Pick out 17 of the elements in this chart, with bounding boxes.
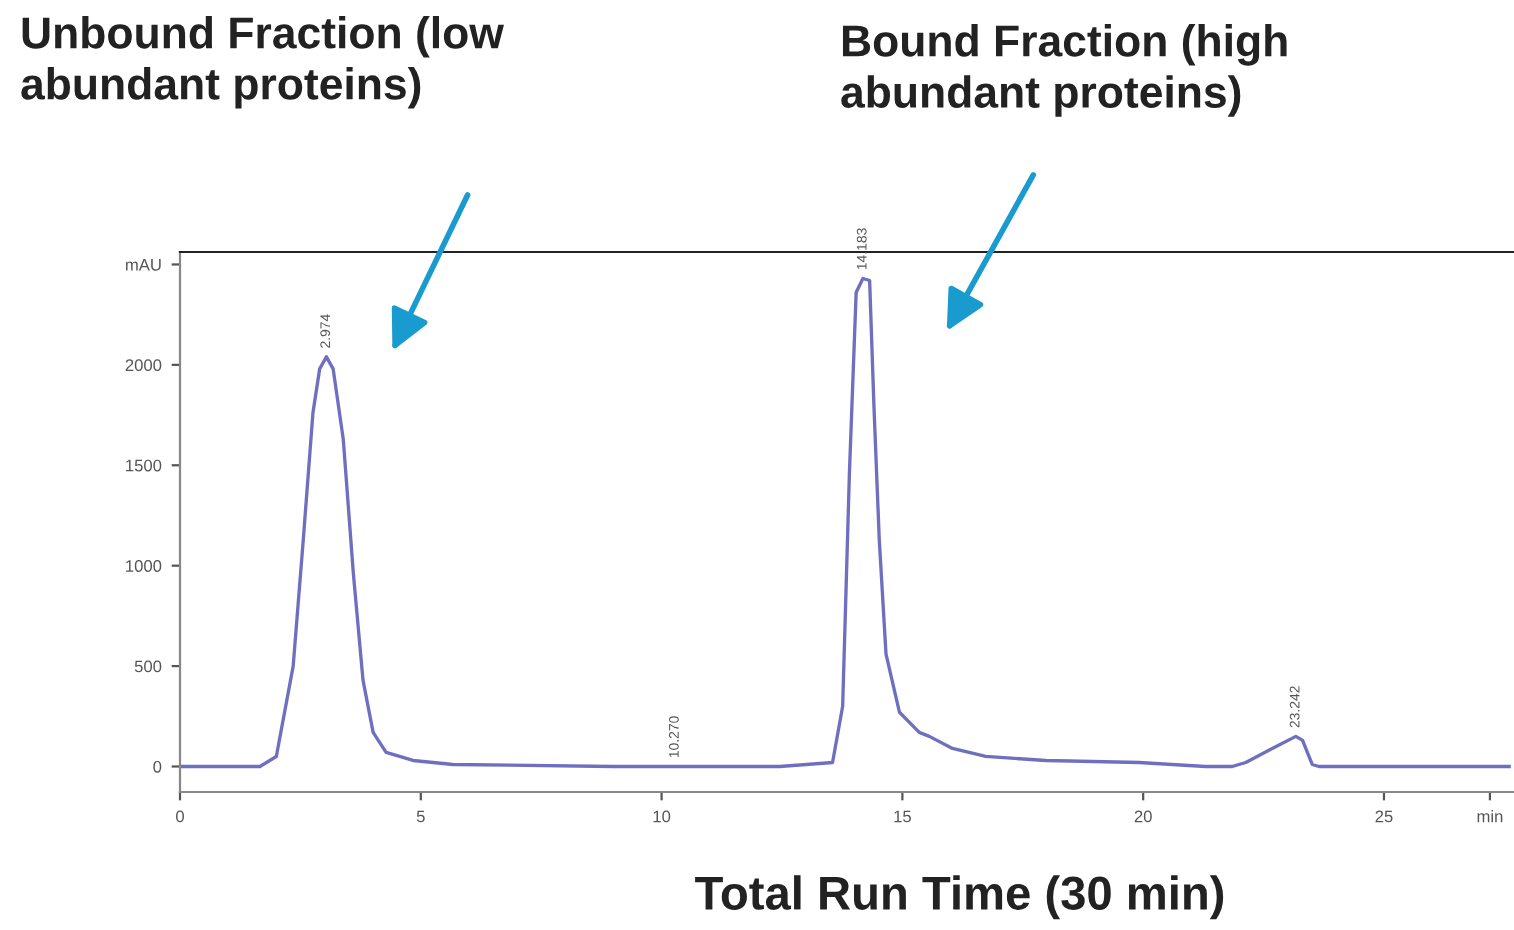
y-tick-label: 1500 <box>126 459 162 472</box>
text: Unbound Fraction (low abundant proteins) <box>21 16 504 109</box>
y-tick-label: 0 <box>153 760 162 773</box>
x-tick-label: 5 <box>416 810 425 823</box>
y-tick-label: 2000 <box>125 359 162 372</box>
x-tick-label: min <box>1477 810 1503 823</box>
x-tick-label: 25 <box>1375 810 1393 823</box>
y-tick-label: 1000 <box>126 560 162 572</box>
x-tick-label: 0 <box>176 810 184 823</box>
text: Bound Fraction (high abundant proteins) <box>841 24 1287 117</box>
line-series <box>180 276 1511 769</box>
x-tick-label: 20 <box>1134 810 1152 823</box>
y-tick-label: mAU <box>126 259 161 271</box>
y-tick-label: 500 <box>134 660 162 673</box>
x-axis-title: Total Run Time (30 min) <box>695 875 1224 920</box>
x-tick-label: 15 <box>894 810 911 823</box>
x-tick-label: 10 <box>653 810 671 823</box>
